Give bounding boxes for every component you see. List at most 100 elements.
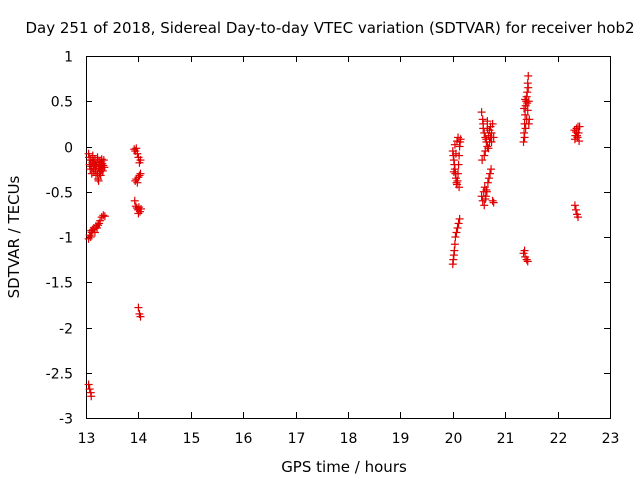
data-point [571, 128, 580, 137]
x-tick-label: 23 [602, 431, 620, 447]
data-point [489, 198, 498, 207]
data-point [94, 176, 103, 185]
data-point [87, 392, 96, 401]
data-point [451, 149, 460, 158]
y-tick-label: -2.5 [46, 367, 73, 383]
data-point [524, 71, 533, 80]
data-point [100, 163, 109, 172]
data-point [453, 223, 462, 232]
x-tick-label: 13 [78, 431, 96, 447]
data-point [487, 137, 496, 146]
data-point [483, 142, 492, 151]
data-point [522, 255, 531, 264]
data-point [136, 169, 145, 178]
y-axis: 1 0.5 0 -0.5 -1 -1.5 -2 -2.5 -3 [46, 50, 610, 428]
x-axis: 13 14 15 16 17 18 19 20 21 22 23 [78, 56, 620, 447]
data-point [132, 144, 141, 153]
data-point [520, 133, 529, 142]
data-point [524, 119, 533, 128]
data-point [478, 156, 487, 165]
data-point [480, 128, 489, 137]
data-point [451, 233, 460, 241]
data-point [453, 176, 462, 185]
data-point [99, 211, 108, 220]
data-point [486, 133, 495, 142]
data-point [521, 124, 530, 133]
data-point [87, 226, 96, 235]
data-point [524, 97, 533, 106]
data-point [575, 137, 584, 146]
data-point [483, 124, 492, 133]
y-axis-label: SDTVAR / TECUs [5, 175, 23, 298]
data-point [454, 160, 463, 169]
data-point [480, 201, 489, 210]
data-point [574, 122, 583, 131]
chart-title: Day 251 of 2018, Sidereal Day-to-day VTE… [25, 19, 634, 37]
data-point [94, 221, 103, 230]
data-point [454, 169, 463, 178]
data-point [520, 104, 529, 113]
data-point [136, 312, 145, 321]
data-point [486, 169, 495, 178]
x-tick-label: 22 [550, 431, 568, 447]
data-point [521, 110, 530, 119]
data-point [96, 171, 105, 180]
data-point [93, 153, 102, 162]
plot-frame [86, 56, 611, 419]
data-point [454, 133, 463, 142]
data-point [481, 194, 490, 203]
data-point [137, 204, 146, 213]
data-point [574, 213, 583, 222]
data-point [134, 303, 143, 312]
x-tick-label: 21 [497, 431, 515, 447]
data-point [520, 246, 529, 255]
data-point [479, 119, 488, 128]
data-points [84, 71, 584, 401]
data-point [570, 201, 579, 210]
data-point [90, 228, 99, 237]
data-point [480, 151, 489, 160]
x-tick-label: 17 [288, 431, 306, 447]
data-point [487, 165, 496, 174]
y-tick-label: 0.5 [51, 95, 73, 111]
data-point [89, 156, 98, 165]
y-tick-label: -0.5 [46, 186, 73, 202]
y-tick-label: -3 [59, 412, 73, 428]
data-point [477, 108, 486, 117]
x-axis-label: GPS time / hours [281, 458, 407, 476]
data-point [455, 183, 464, 192]
data-point [519, 137, 528, 146]
y-tick-label: -1 [59, 231, 73, 247]
y-tick-label: 1 [64, 50, 73, 66]
data-point [523, 257, 532, 266]
data-point [483, 117, 492, 126]
data-point [524, 83, 533, 92]
data-point [455, 214, 464, 223]
y-tick-label: -2 [59, 322, 73, 338]
x-tick-label: 18 [340, 431, 358, 447]
x-tick-label: 15 [183, 431, 201, 447]
data-point [84, 380, 93, 389]
data-point [571, 205, 580, 214]
data-point [452, 137, 461, 146]
data-point [134, 209, 143, 218]
data-point [482, 185, 491, 194]
data-point [487, 128, 496, 137]
data-point [135, 171, 144, 180]
x-tick-label: 14 [130, 431, 148, 447]
data-point [523, 99, 532, 108]
data-point [452, 228, 461, 237]
data-point [450, 240, 459, 249]
data-point [454, 219, 463, 228]
data-point [523, 88, 532, 97]
data-point [96, 216, 105, 225]
data-point [95, 169, 104, 178]
data-point [97, 155, 106, 164]
data-point [488, 119, 497, 128]
data-point [572, 131, 581, 140]
data-point [449, 167, 458, 176]
x-tick-label: 19 [392, 431, 410, 447]
x-tick-label: 16 [235, 431, 253, 447]
data-point [85, 385, 94, 394]
